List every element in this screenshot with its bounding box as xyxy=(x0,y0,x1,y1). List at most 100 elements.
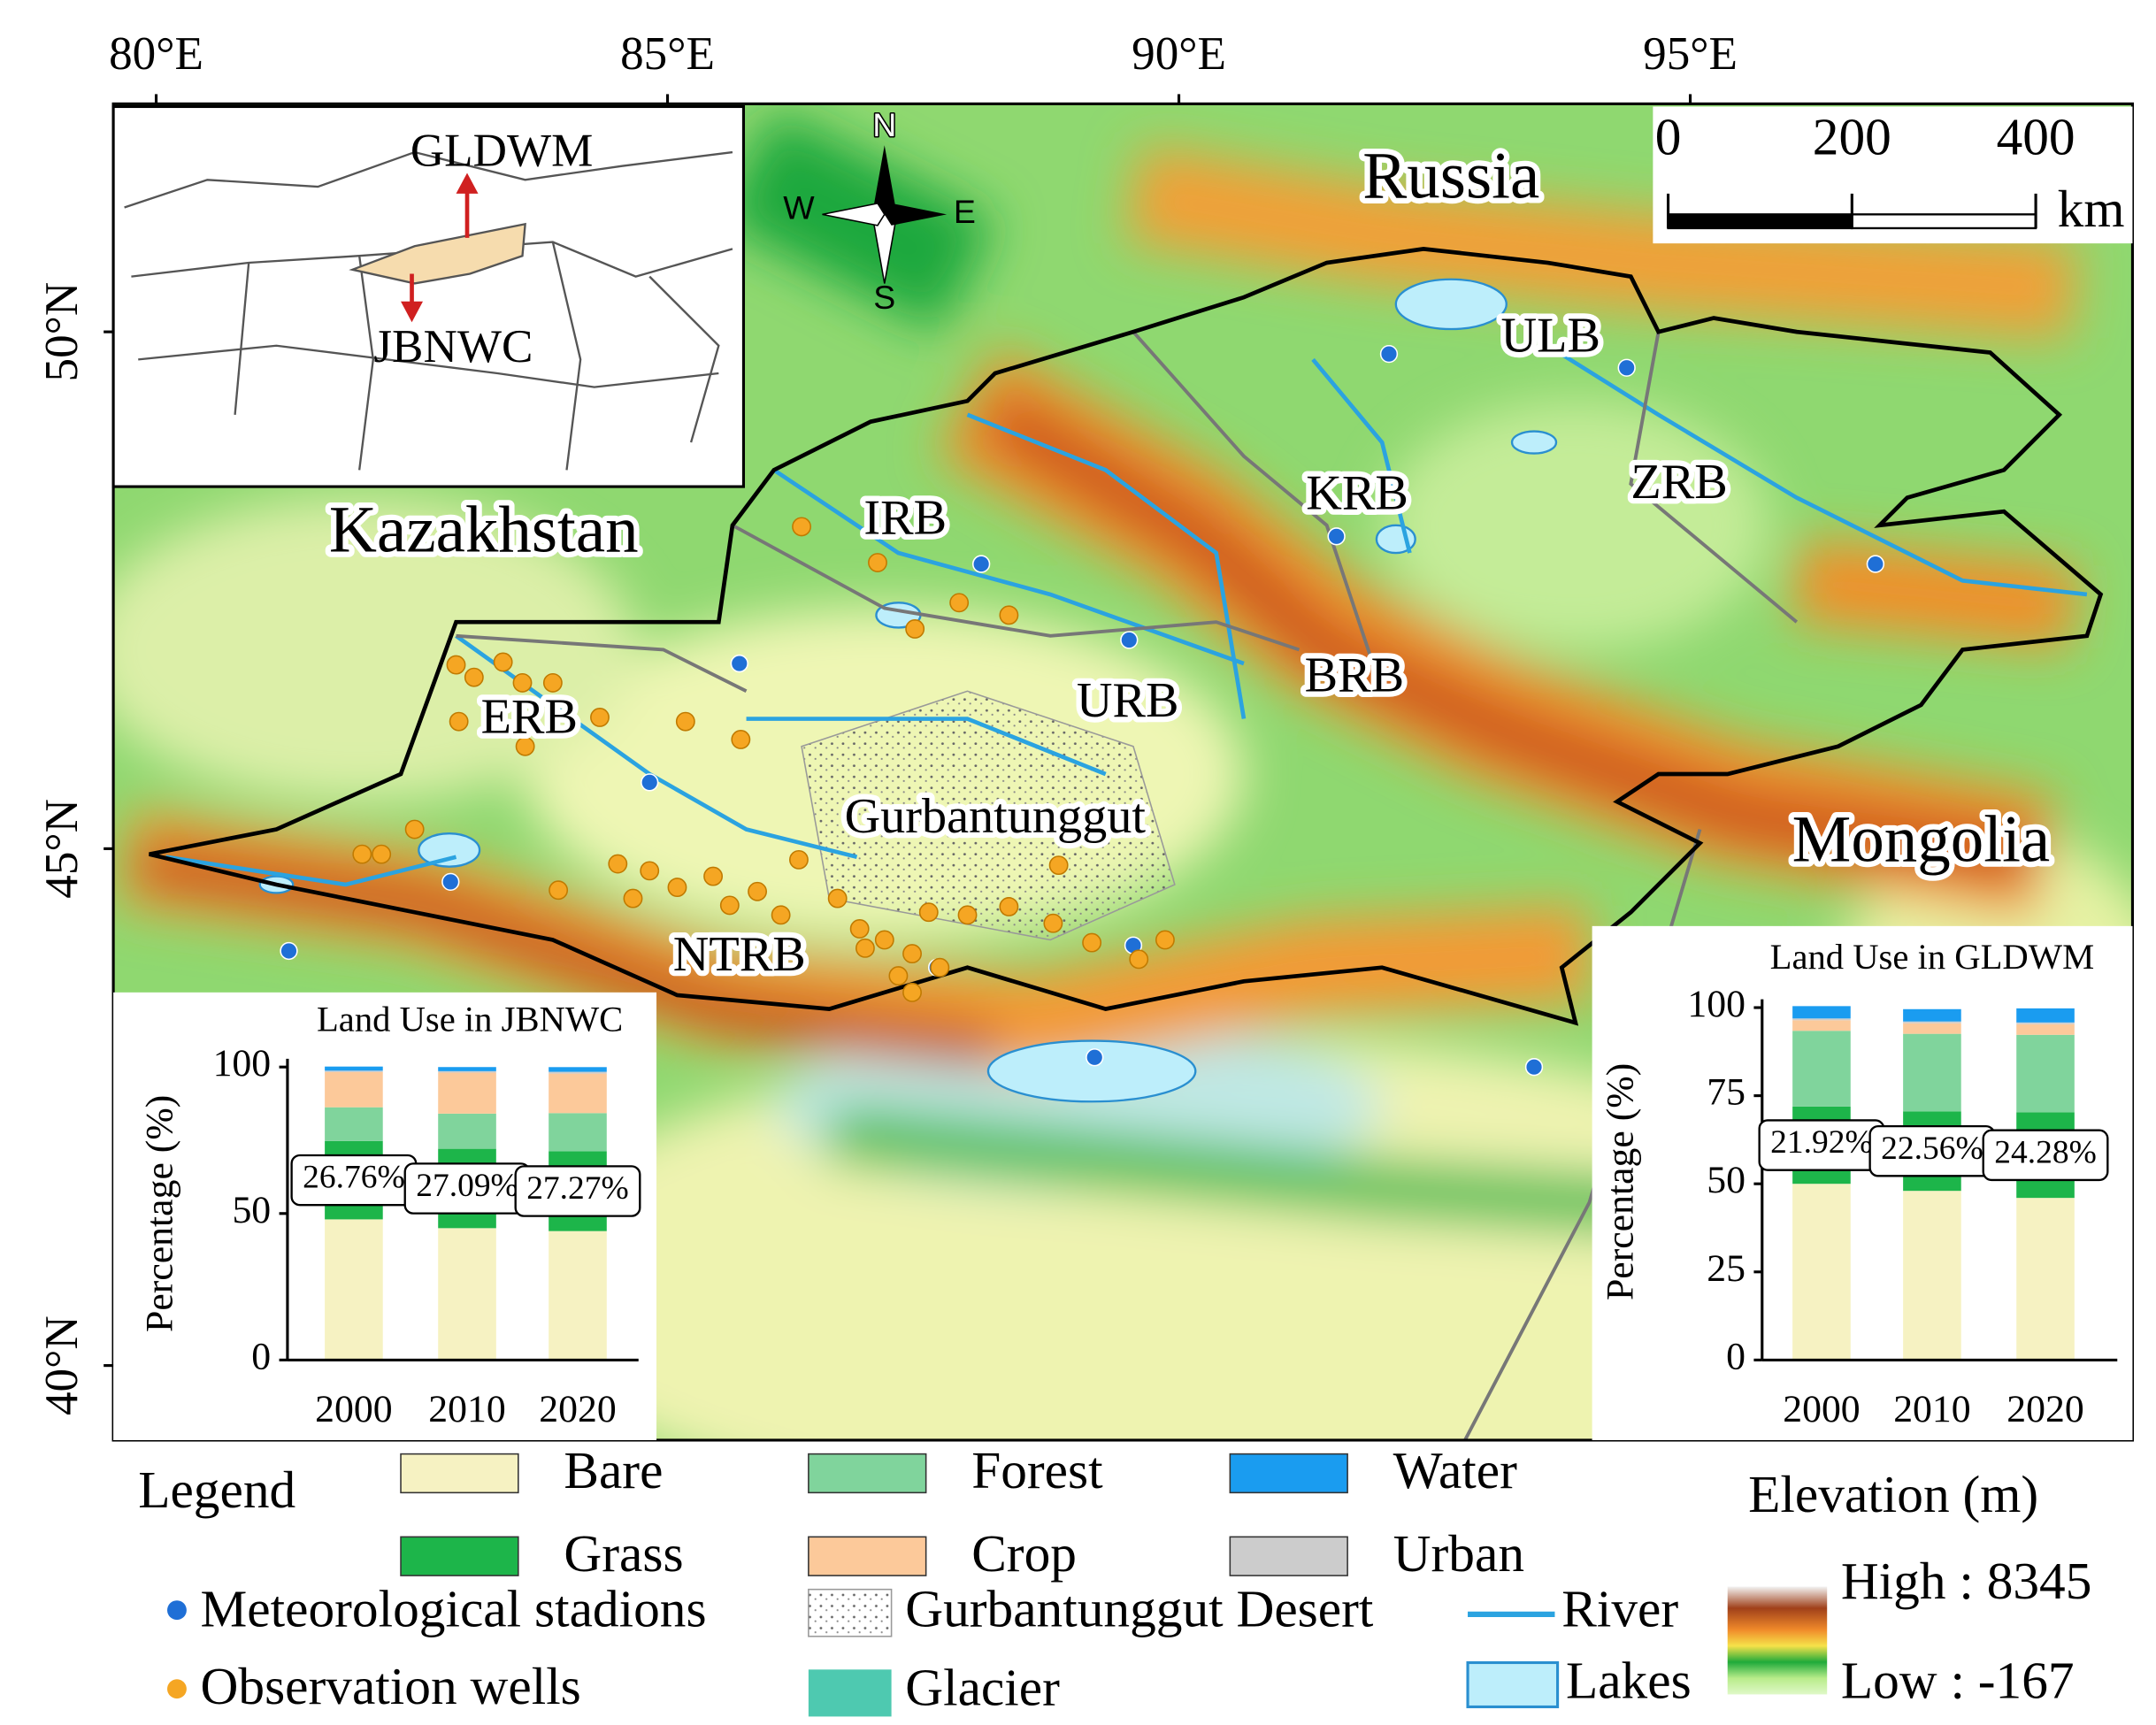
observation-well xyxy=(792,517,811,537)
observation-well xyxy=(449,711,469,732)
bar-segment xyxy=(438,1113,496,1149)
compass-label: E xyxy=(954,193,976,230)
observation-well xyxy=(999,605,1019,625)
observation-well xyxy=(789,849,809,870)
legend-swatch xyxy=(808,1669,892,1717)
scale-label: 0 xyxy=(1655,108,1682,166)
legend-label: Meteorological stadions xyxy=(201,1579,707,1637)
station xyxy=(1327,527,1346,546)
value-label-box xyxy=(514,1165,641,1217)
basin-label: ERB xyxy=(481,690,578,745)
locator-inset: GLDWM JBNWC xyxy=(111,104,746,488)
observation-well xyxy=(1048,855,1069,876)
lon-tick-label: 95°E xyxy=(1643,28,1738,80)
value-label-box xyxy=(1982,1129,2109,1182)
region-label: Kazakhstan xyxy=(329,494,639,567)
inset-label: GLDWM xyxy=(410,125,593,176)
observation-well xyxy=(731,730,751,749)
station xyxy=(1086,1048,1104,1067)
legend-swatch xyxy=(808,1453,927,1494)
legend-label: Forest xyxy=(971,1441,1103,1499)
x-tick-label: 2000 xyxy=(1783,1388,1860,1430)
station xyxy=(1524,1058,1544,1077)
observation-well xyxy=(949,593,970,613)
observation-well xyxy=(372,844,392,864)
compass-label: N xyxy=(872,106,896,143)
bar-segment xyxy=(325,1107,383,1141)
observation-well xyxy=(515,736,535,756)
basin-label: IRB xyxy=(863,491,947,546)
observation-well xyxy=(542,672,563,693)
observation-well xyxy=(905,619,925,639)
bar-segment xyxy=(438,1070,496,1073)
y-tick-label: 0 xyxy=(1726,1335,1746,1377)
observation-well xyxy=(640,861,660,881)
x-tick-label: 2010 xyxy=(1893,1388,1970,1430)
value-label: 27.27% xyxy=(526,1170,629,1207)
scale-unit: km xyxy=(2058,180,2125,238)
value-label: 22.56% xyxy=(1881,1131,1983,1167)
bar-segment xyxy=(438,1072,496,1114)
lat-tick-label: 40°N xyxy=(36,1315,88,1415)
legend-label: Bare xyxy=(564,1441,663,1499)
basin-label: ZRB xyxy=(1630,455,1727,510)
y-tick-label: 25 xyxy=(1707,1247,1746,1290)
station xyxy=(1866,555,1885,573)
legend-swatch xyxy=(167,1600,187,1621)
bar-segment xyxy=(549,1073,607,1114)
scale-segment xyxy=(1851,213,2037,230)
basin-label: NTRB xyxy=(673,927,806,982)
x-tick-label: 2010 xyxy=(428,1388,505,1430)
bar-segment xyxy=(325,1219,383,1361)
lon-tick-label: 80°E xyxy=(109,28,203,80)
legend-label: Grass xyxy=(564,1524,683,1583)
observation-well xyxy=(352,844,372,864)
bar-segment xyxy=(1903,1033,1961,1112)
station xyxy=(641,773,659,792)
observation-well xyxy=(590,708,610,727)
legend-label: Lakes xyxy=(1566,1652,1692,1710)
legend-swatch xyxy=(400,1536,519,1576)
scale-label: 400 xyxy=(1997,108,2075,166)
bar-segment xyxy=(1903,1023,1961,1034)
elevation-ramp xyxy=(1727,1586,1828,1695)
basin-label: KRB xyxy=(1306,465,1408,520)
lat-tick-label: 50°N xyxy=(36,282,88,382)
station xyxy=(1379,344,1399,364)
bar-segment xyxy=(1792,1184,1851,1361)
basin-label: URB xyxy=(1077,673,1179,728)
region-label: Mongolia xyxy=(1792,802,2051,876)
legend-swatch xyxy=(808,1536,927,1576)
observation-well xyxy=(957,905,978,925)
station xyxy=(1120,631,1139,649)
observation-well xyxy=(549,880,569,901)
y-tick-label: 0 xyxy=(251,1335,271,1377)
observation-well xyxy=(999,897,1019,916)
observation-well xyxy=(608,854,628,874)
bar-segment xyxy=(2016,1034,2075,1113)
observation-well xyxy=(464,667,484,687)
observation-well xyxy=(446,655,466,675)
observation-well xyxy=(675,711,695,732)
observation-well xyxy=(918,902,939,923)
x-tick-label: 2000 xyxy=(315,1388,392,1430)
bar-segment xyxy=(438,1228,496,1361)
observation-well xyxy=(623,888,643,908)
bar-segment xyxy=(1792,1006,1851,1019)
desert-label: Gurbantunggut xyxy=(845,789,1147,844)
legend-swatch xyxy=(167,1679,187,1699)
legend-label: Glacier xyxy=(905,1658,1060,1716)
observation-well xyxy=(849,919,870,939)
observation-well xyxy=(719,895,740,916)
observation-well xyxy=(1155,930,1175,950)
legend-label: Water xyxy=(1393,1441,1517,1499)
y-tick-label: 100 xyxy=(213,1042,272,1085)
basin-label: BRB xyxy=(1305,648,1405,703)
lat-tick-label: 45°N xyxy=(36,799,88,899)
bar-segment xyxy=(2016,1198,2075,1361)
station xyxy=(1617,358,1636,377)
observation-well xyxy=(493,652,513,672)
y-tick-label: 100 xyxy=(1687,983,1746,1025)
scale-label: 200 xyxy=(1813,108,1891,166)
